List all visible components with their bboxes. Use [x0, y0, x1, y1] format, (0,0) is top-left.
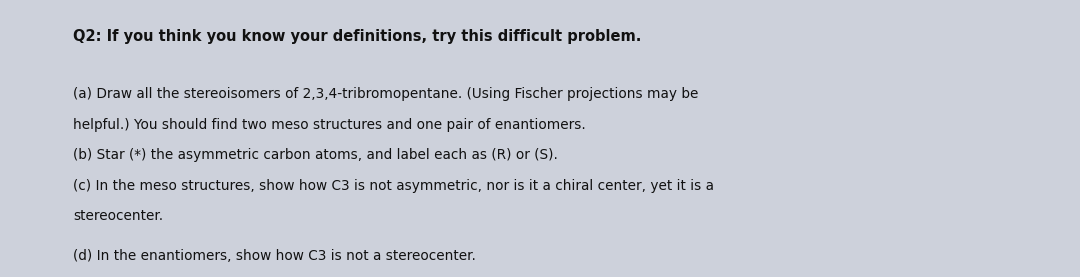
- Text: Q2: If you think you know your definitions, try this difficult problem.: Q2: If you think you know your definitio…: [73, 29, 642, 44]
- Text: (a) Draw all the stereoisomers of 2,3,4-tribromopentane. (Using Fischer projecti: (a) Draw all the stereoisomers of 2,3,4-…: [73, 87, 699, 101]
- Text: (d) In the enantiomers, show how C3 is not a stereocenter.: (d) In the enantiomers, show how C3 is n…: [73, 249, 476, 263]
- Text: helpful.) You should find two meso structures and one pair of enantiomers.: helpful.) You should find two meso struc…: [73, 118, 586, 132]
- Text: (c) In the meso structures, show how C3 is not asymmetric, nor is it a chiral ce: (c) In the meso structures, show how C3 …: [73, 179, 715, 193]
- Text: stereocenter.: stereocenter.: [73, 209, 163, 223]
- Text: (b) Star (*) the asymmetric carbon atoms, and label each as (R) or (S).: (b) Star (*) the asymmetric carbon atoms…: [73, 148, 558, 162]
